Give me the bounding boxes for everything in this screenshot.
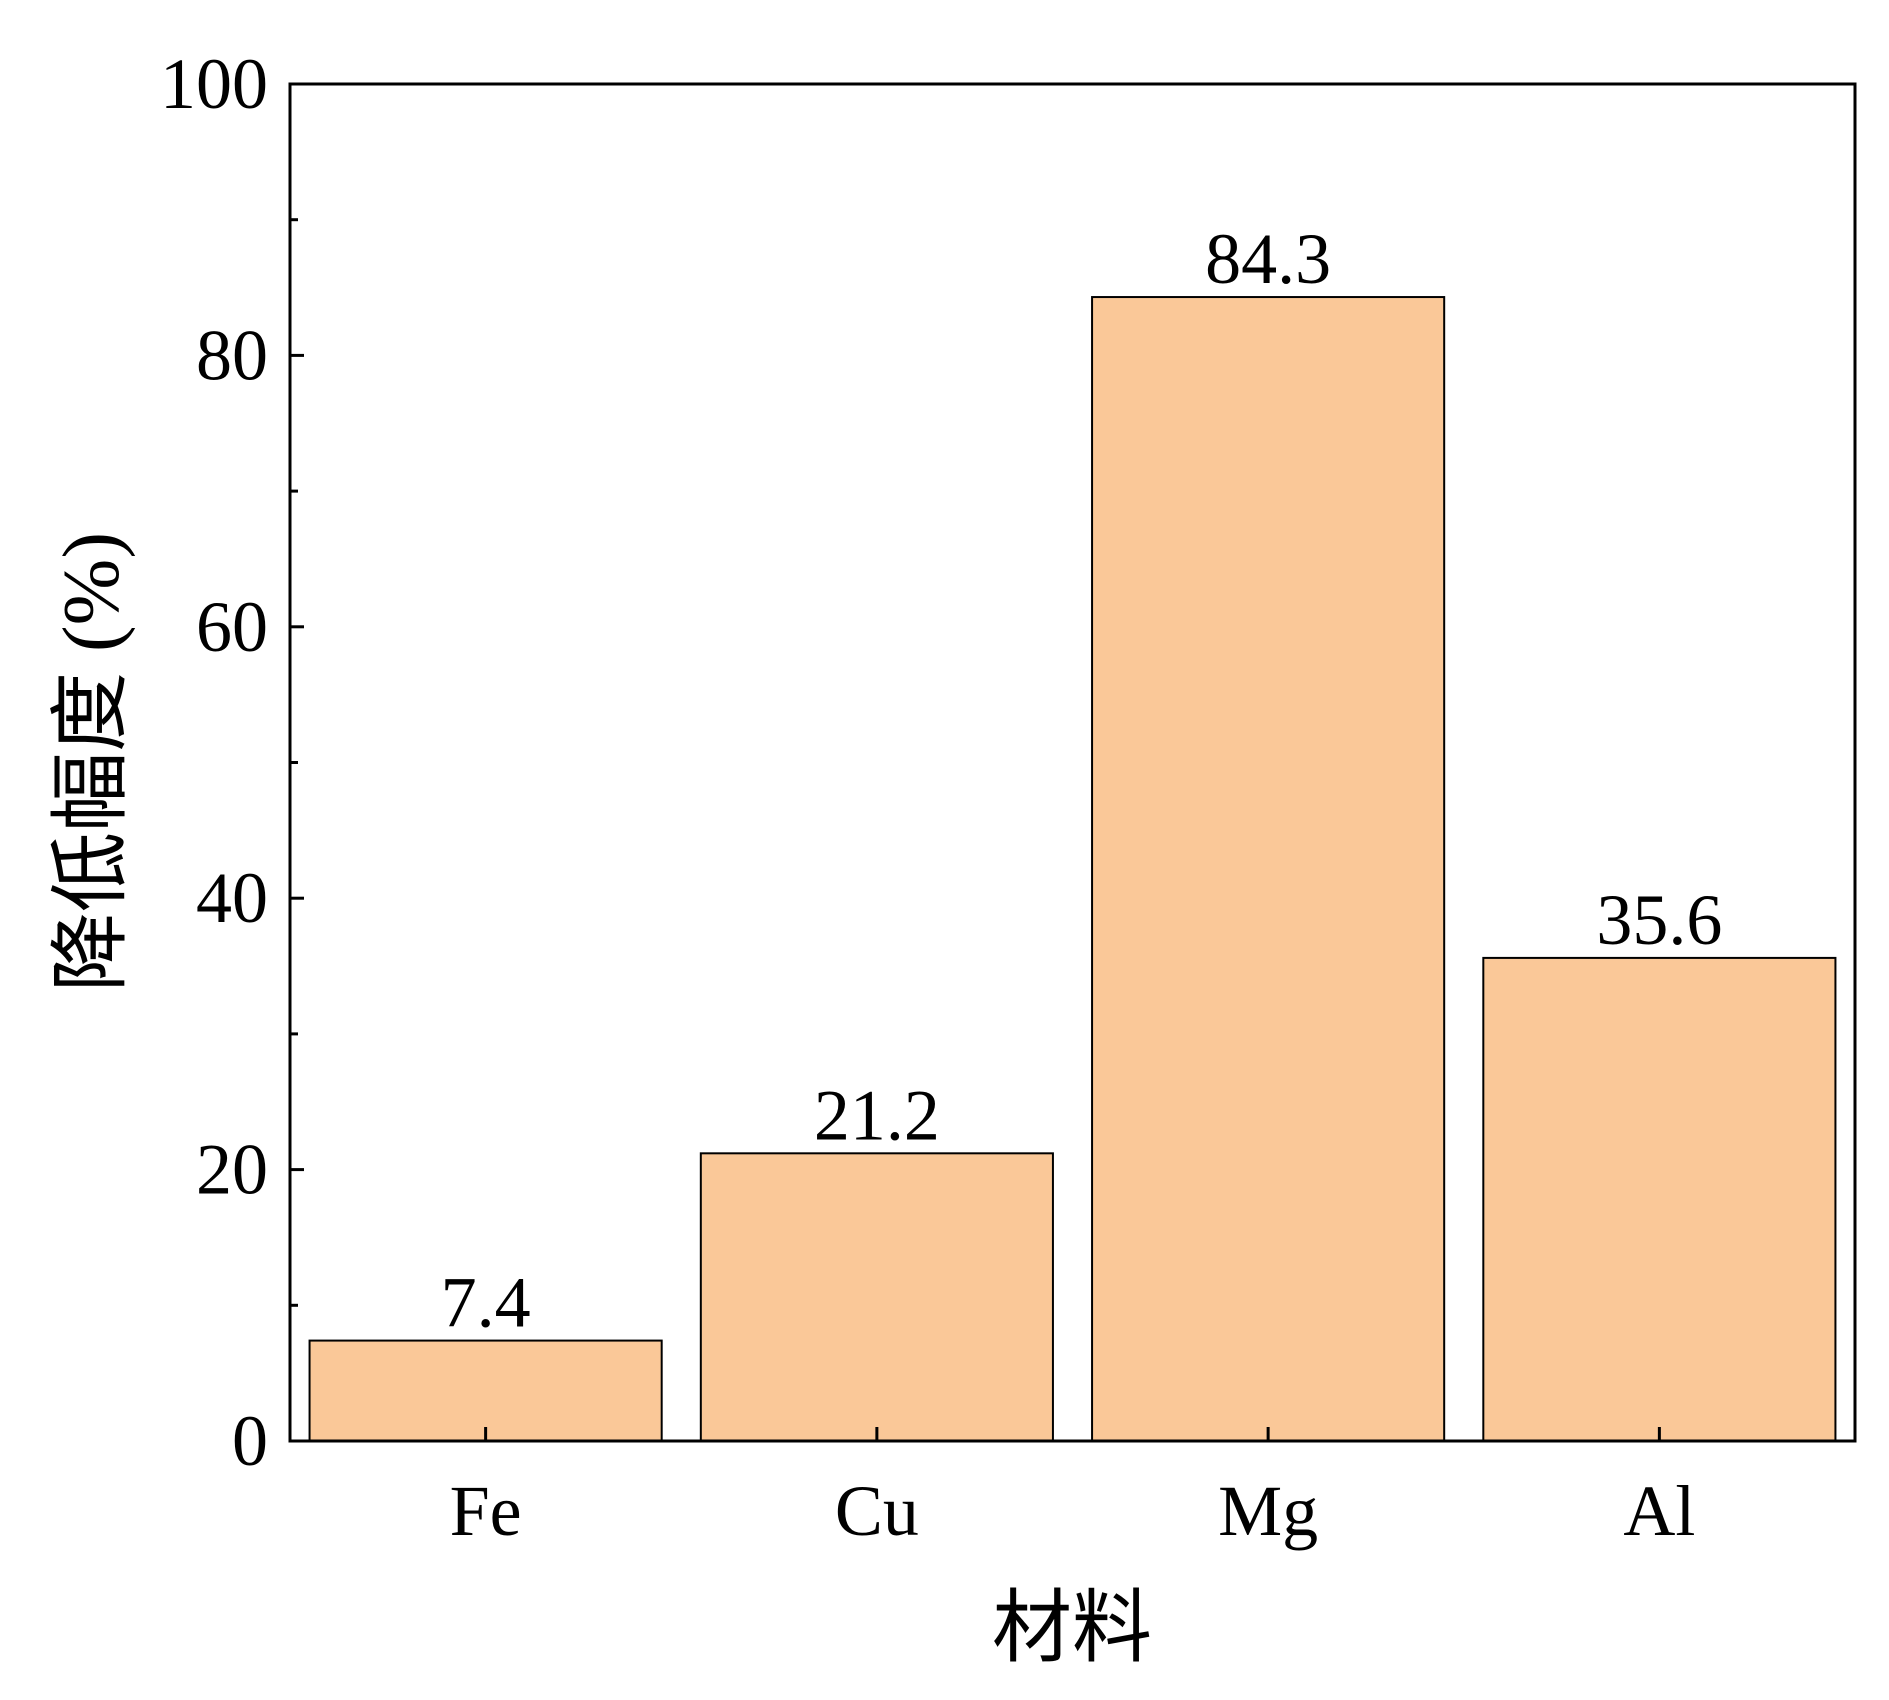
data-label-fe: 7.4 — [441, 1263, 531, 1343]
y-tick-label: 60 — [196, 587, 268, 667]
x-axis-ticks: Fe Cu Mg Al — [450, 1427, 1695, 1551]
plot-frame — [288, 82, 1857, 1443]
y-tick-label: 0 — [232, 1401, 268, 1481]
x-tick-label-mg: Mg — [1218, 1471, 1318, 1551]
y-axis-ticks: 0 20 40 60 80 100 — [160, 44, 304, 1481]
x-axis-title: 材料 — [992, 1585, 1152, 1673]
data-label-cu: 21.2 — [814, 1075, 940, 1155]
data-label-mg: 84.3 — [1205, 219, 1331, 299]
x-tick-label-al: Al — [1623, 1471, 1695, 1551]
bar-cu — [699, 1152, 1054, 1443]
y-tick-label: 80 — [196, 315, 268, 395]
y-tick-label: 40 — [196, 858, 268, 938]
y-axis-title: 降低幅度 (%) — [48, 532, 136, 992]
bars-group: 7.4 21.2 84.3 35.6 — [308, 219, 1837, 1443]
bar-fe — [308, 1339, 663, 1443]
y-tick-label: 100 — [160, 44, 268, 124]
x-tick-label-cu: Cu — [835, 1471, 919, 1551]
bar-al — [1482, 956, 1837, 1443]
bar-mg — [1091, 296, 1446, 1443]
y-tick-label: 20 — [196, 1130, 268, 1210]
x-tick-label-fe: Fe — [450, 1471, 522, 1551]
data-label-al: 35.6 — [1596, 880, 1722, 960]
